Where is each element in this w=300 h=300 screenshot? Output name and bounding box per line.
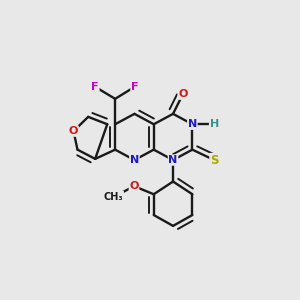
Text: N: N (130, 155, 139, 165)
Text: H: H (210, 119, 219, 129)
Text: N: N (168, 155, 178, 165)
Text: F: F (92, 82, 99, 92)
Text: O: O (129, 181, 139, 191)
Text: F: F (131, 82, 138, 92)
Text: O: O (178, 89, 188, 99)
Text: CH₃: CH₃ (104, 191, 123, 202)
Text: O: O (69, 126, 78, 136)
Text: S: S (210, 154, 218, 166)
Text: N: N (188, 119, 197, 129)
